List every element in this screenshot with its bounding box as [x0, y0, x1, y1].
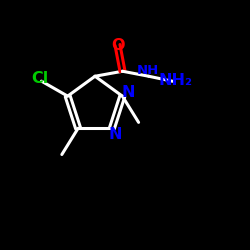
Text: N: N — [122, 85, 135, 100]
Text: N: N — [109, 127, 122, 142]
Text: O: O — [111, 38, 124, 52]
Text: Cl: Cl — [32, 71, 49, 86]
Text: NH₂: NH₂ — [158, 72, 192, 88]
Text: NH: NH — [136, 64, 159, 76]
